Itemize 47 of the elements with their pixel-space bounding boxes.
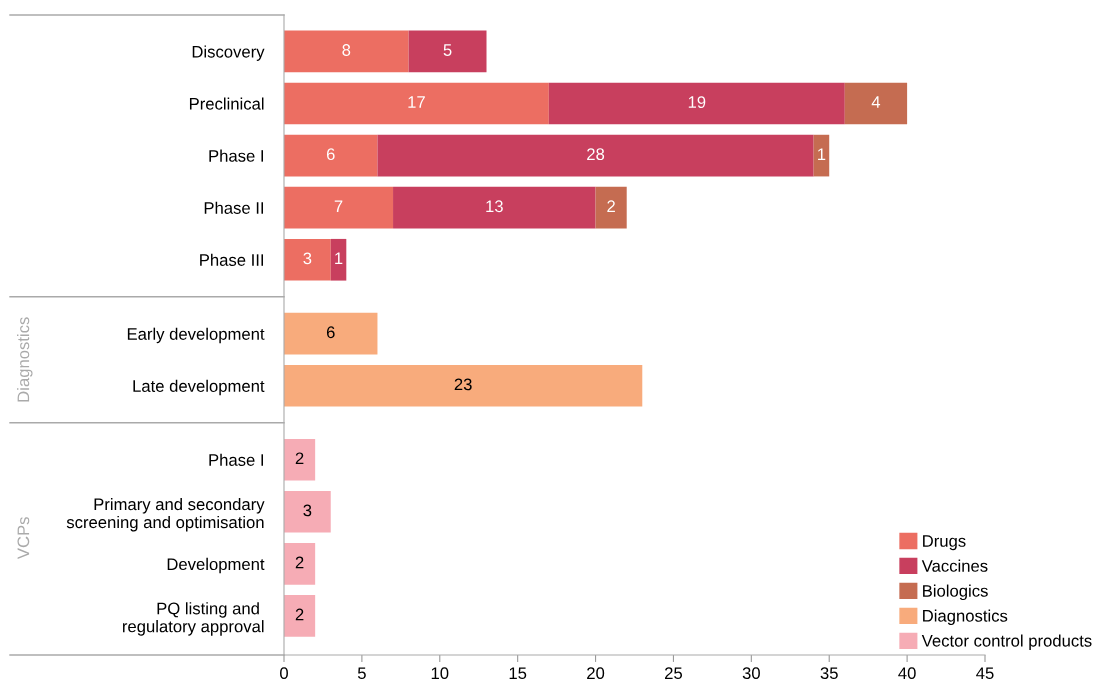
- y-tick-label: Phase III: [200, 253, 264, 266]
- x-tick-label: 20: [587, 667, 605, 680]
- text: VCPs: [17, 517, 30, 560]
- x-tick-label: 0: [280, 667, 288, 680]
- legend-label: Biologics: [923, 584, 988, 601]
- data-label: 8: [342, 44, 351, 56]
- y-tick-label: Development: [167, 557, 265, 574]
- data-label: 28: [587, 148, 605, 161]
- data-label: 19: [688, 96, 706, 108]
- y-tick-label: Phase II: [204, 201, 264, 214]
- x-tick-label: 30: [742, 667, 760, 680]
- y-tick-label: Phase I: [209, 149, 264, 162]
- legend-label: Vector control products: [921, 634, 1092, 650]
- x-tick-label: 35: [820, 667, 838, 680]
- data-label: 13: [486, 200, 503, 213]
- x-tick-label: 45: [976, 667, 994, 680]
- y-tick-label: Phase I: [209, 453, 264, 466]
- legend-label: Diagnostics: [923, 609, 1008, 626]
- data-label: 2: [607, 200, 615, 212]
- y-tick-label: PQ listing and regulatory approval: [123, 602, 264, 636]
- legend-label: Vaccines: [921, 559, 988, 572]
- data-label: 3: [303, 252, 312, 265]
- text: Diagnostics: [17, 317, 33, 402]
- data-label: 1: [335, 252, 343, 265]
- y-tick-label: Discovery: [192, 45, 265, 61]
- data-label: 2: [295, 608, 304, 621]
- y-tick-label: Preclinical: [189, 97, 264, 110]
- y-tick-label: Late development: [133, 379, 265, 396]
- data-label: 6: [326, 326, 335, 339]
- y-tick-label: Primary and secondary screening and optimisation: [66, 497, 265, 532]
- data-label: 1: [818, 148, 826, 160]
- data-label: 5: [443, 44, 452, 56]
- x-tick-label: 40: [898, 667, 916, 680]
- data-label: 4: [871, 96, 881, 108]
- data-label: 23: [454, 378, 472, 391]
- data-label: 3: [303, 504, 312, 517]
- x-tick-label: 10: [431, 667, 449, 680]
- legend-label: Drugs: [923, 535, 966, 551]
- x-tick-label: 5: [357, 667, 366, 680]
- x-tick-label: 15: [509, 667, 527, 680]
- data-label: 2: [295, 452, 304, 465]
- y-tick-label: Early development: [127, 327, 265, 344]
- data-label: 7: [334, 200, 343, 212]
- data-label: 2: [295, 556, 304, 569]
- x-tick-label: 25: [665, 667, 683, 680]
- data-label: 6: [326, 148, 335, 161]
- data-label: 17: [408, 96, 425, 108]
